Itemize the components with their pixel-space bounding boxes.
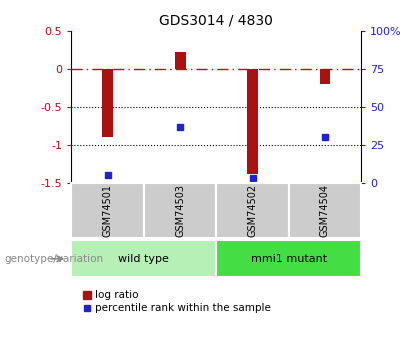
Bar xyxy=(216,183,289,238)
Title: GDS3014 / 4830: GDS3014 / 4830 xyxy=(159,13,273,27)
Bar xyxy=(71,183,144,238)
Bar xyxy=(71,240,216,277)
Text: GSM74501: GSM74501 xyxy=(102,184,113,237)
Text: wild type: wild type xyxy=(118,254,169,264)
Bar xyxy=(320,69,331,84)
Bar xyxy=(289,183,361,238)
Text: genotype/variation: genotype/variation xyxy=(4,254,103,264)
Bar xyxy=(216,240,361,277)
Bar xyxy=(247,69,258,174)
Text: GSM74502: GSM74502 xyxy=(247,184,257,237)
Text: mmi1 mutant: mmi1 mutant xyxy=(251,254,327,264)
Legend: log ratio, percentile rank within the sample: log ratio, percentile rank within the sa… xyxy=(81,288,273,315)
Bar xyxy=(144,183,216,238)
Text: GSM74504: GSM74504 xyxy=(320,184,330,237)
Bar xyxy=(175,52,186,69)
Text: GSM74503: GSM74503 xyxy=(175,184,185,237)
Bar xyxy=(102,69,113,137)
